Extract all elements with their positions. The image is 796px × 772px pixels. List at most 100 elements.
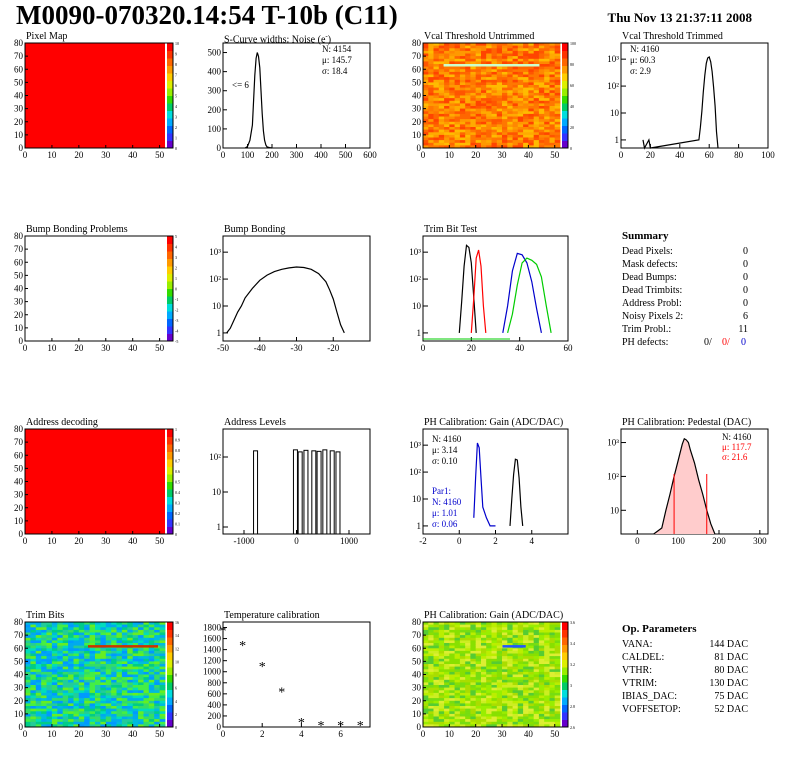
vcal-untrimmed-cell: [491, 61, 498, 65]
ph-gain2-cell: [459, 622, 466, 625]
trim-bits-cell: [148, 698, 155, 702]
vcal-untrimmed-cell: [481, 71, 487, 75]
trim-bits-ytick-label: 60: [14, 643, 24, 653]
pixel-map-colorbar-label: 1: [175, 136, 177, 141]
bump-problems-colorbar-band: [167, 303, 173, 312]
trim-bits-cell: [127, 627, 134, 631]
vcal-untrimmed-cell: [554, 85, 561, 88]
ph-gain2-cell: [428, 713, 434, 717]
ph-gain2-cell: [554, 640, 561, 644]
vcal-untrimmed-cell: [475, 90, 482, 94]
vcal-untrimmed-cell: [481, 127, 487, 130]
ph-gain2-cell: [433, 692, 440, 696]
ph-gain2-cell: [486, 661, 492, 665]
trim-bits-cell: [132, 669, 139, 673]
vcal-untrimmed-cell: [538, 74, 545, 78]
op-param-value: 75 DAC: [714, 691, 748, 702]
ph-gain2-cell: [444, 692, 450, 696]
ph-gain2-cell: [554, 706, 561, 709]
trim-bits-cell: [138, 632, 144, 636]
ph-gain2-cell: [502, 695, 508, 699]
vcal-untrimmed-colorbar-label: 80: [570, 62, 574, 67]
temp-cal-point: *: [298, 716, 305, 731]
address-levels-bar: [303, 449, 309, 535]
trim-bits-cell: [138, 679, 144, 683]
vcal-untrimmed-cell: [544, 45, 550, 49]
vcal-untrimmed-cell: [459, 77, 466, 81]
ph-gain2-cell: [517, 632, 524, 636]
ph-gain2-cell: [533, 635, 540, 639]
ph-gain2-cell: [423, 682, 429, 686]
trim-bits-cell: [84, 719, 90, 723]
ph-gain2-cell: [549, 679, 556, 683]
scurve-xtick-label: 400: [314, 150, 328, 160]
scurve-title-end: ): [327, 34, 332, 46]
vcal-untrimmed-cell: [438, 61, 445, 65]
ph-gain2-cell: [491, 653, 498, 657]
vcal-untrimmed-cell: [475, 82, 482, 86]
trim-bits-cell: [105, 622, 112, 625]
ph-gain2-cell: [444, 713, 450, 717]
vcal-untrimmed-cell: [486, 71, 492, 75]
vcal-untrimmed-cell: [444, 108, 450, 112]
trim-bits-cell: [51, 656, 58, 660]
ph-gain2-xtick-label: 0: [421, 729, 426, 739]
ph-gain2-cell: [496, 690, 503, 694]
vcal-untrimmed-cell: [496, 127, 503, 130]
ph-gain2-cell: [428, 640, 434, 644]
ph-gain2-cell: [454, 711, 461, 715]
vcal-untrimmed-cell: [538, 113, 545, 117]
address-levels-bar: [316, 450, 322, 535]
vcal-untrimmed-cell: [444, 137, 450, 141]
vcal-untrimmed-cell: [554, 103, 561, 107]
trim-bits-cell: [159, 724, 166, 728]
trim-bits-cell: [95, 703, 101, 707]
trim-bits-cell: [100, 677, 107, 681]
trim-bits-cell: [100, 653, 107, 657]
ph-gain2-cell: [433, 645, 440, 649]
trim-bits-cell: [25, 721, 31, 725]
ph-gain2-cell: [481, 656, 487, 660]
scurve-xtick-label: 500: [339, 150, 353, 160]
trim-bits-cell: [41, 666, 47, 670]
vcal-untrimmed-cell: [481, 140, 487, 144]
trim-bits-cell: [30, 622, 37, 625]
bump-problems-colorbar-label: 4: [175, 245, 177, 250]
vcal-untrimmed-cell: [491, 82, 498, 86]
ph-gain2-cell: [475, 695, 482, 699]
ph-gain2-cell: [538, 692, 545, 696]
trim-bits-cell: [68, 724, 74, 728]
ph-gain2-cell: [423, 671, 429, 675]
ph-gain2-cell: [549, 687, 556, 691]
vcal-untrimmed-cell: [470, 61, 477, 65]
ph-gain2-cell: [423, 703, 429, 707]
vcal-untrimmed-cell: [438, 137, 445, 141]
trim-bits-cell: [121, 622, 128, 625]
ph-gain2-cell: [549, 658, 556, 662]
vcal-untrimmed-cell: [481, 137, 487, 141]
trim-bits-cell: [84, 637, 90, 641]
ph-gain2-cell: [533, 698, 540, 702]
ph-gain2-cell: [528, 632, 535, 636]
vcal-untrimmed-cell: [554, 106, 561, 109]
trim-bits-cell: [154, 650, 160, 654]
vcal-untrimmed-cell: [449, 121, 455, 125]
ph-gain2-cell: [512, 669, 519, 673]
vcal-untrimmed-cell: [517, 111, 524, 115]
ph-gain2-cell: [438, 650, 445, 654]
ph-gain2-cell: [481, 708, 487, 712]
vcal-untrimmed-cell: [444, 43, 450, 46]
trim-bits-cell: [127, 711, 134, 715]
trim-bits-cell: [68, 661, 74, 665]
ph-gain2-cell: [517, 708, 524, 712]
ph-gain2-cell: [475, 671, 482, 675]
ph-gain2-cell: [486, 632, 492, 636]
bump-problems-colorbar-label: 1: [175, 276, 177, 281]
ph-gain2-cell: [428, 627, 434, 631]
ph-gain2-cell: [502, 674, 508, 678]
trim-bits-cell: [132, 692, 139, 696]
pixel-map-colorbar-band: [167, 118, 173, 126]
trim-bits-cell: [57, 685, 64, 688]
vcal-untrimmed-cell: [449, 137, 455, 141]
ph-pedestal-xtick-label: 300: [753, 536, 767, 546]
